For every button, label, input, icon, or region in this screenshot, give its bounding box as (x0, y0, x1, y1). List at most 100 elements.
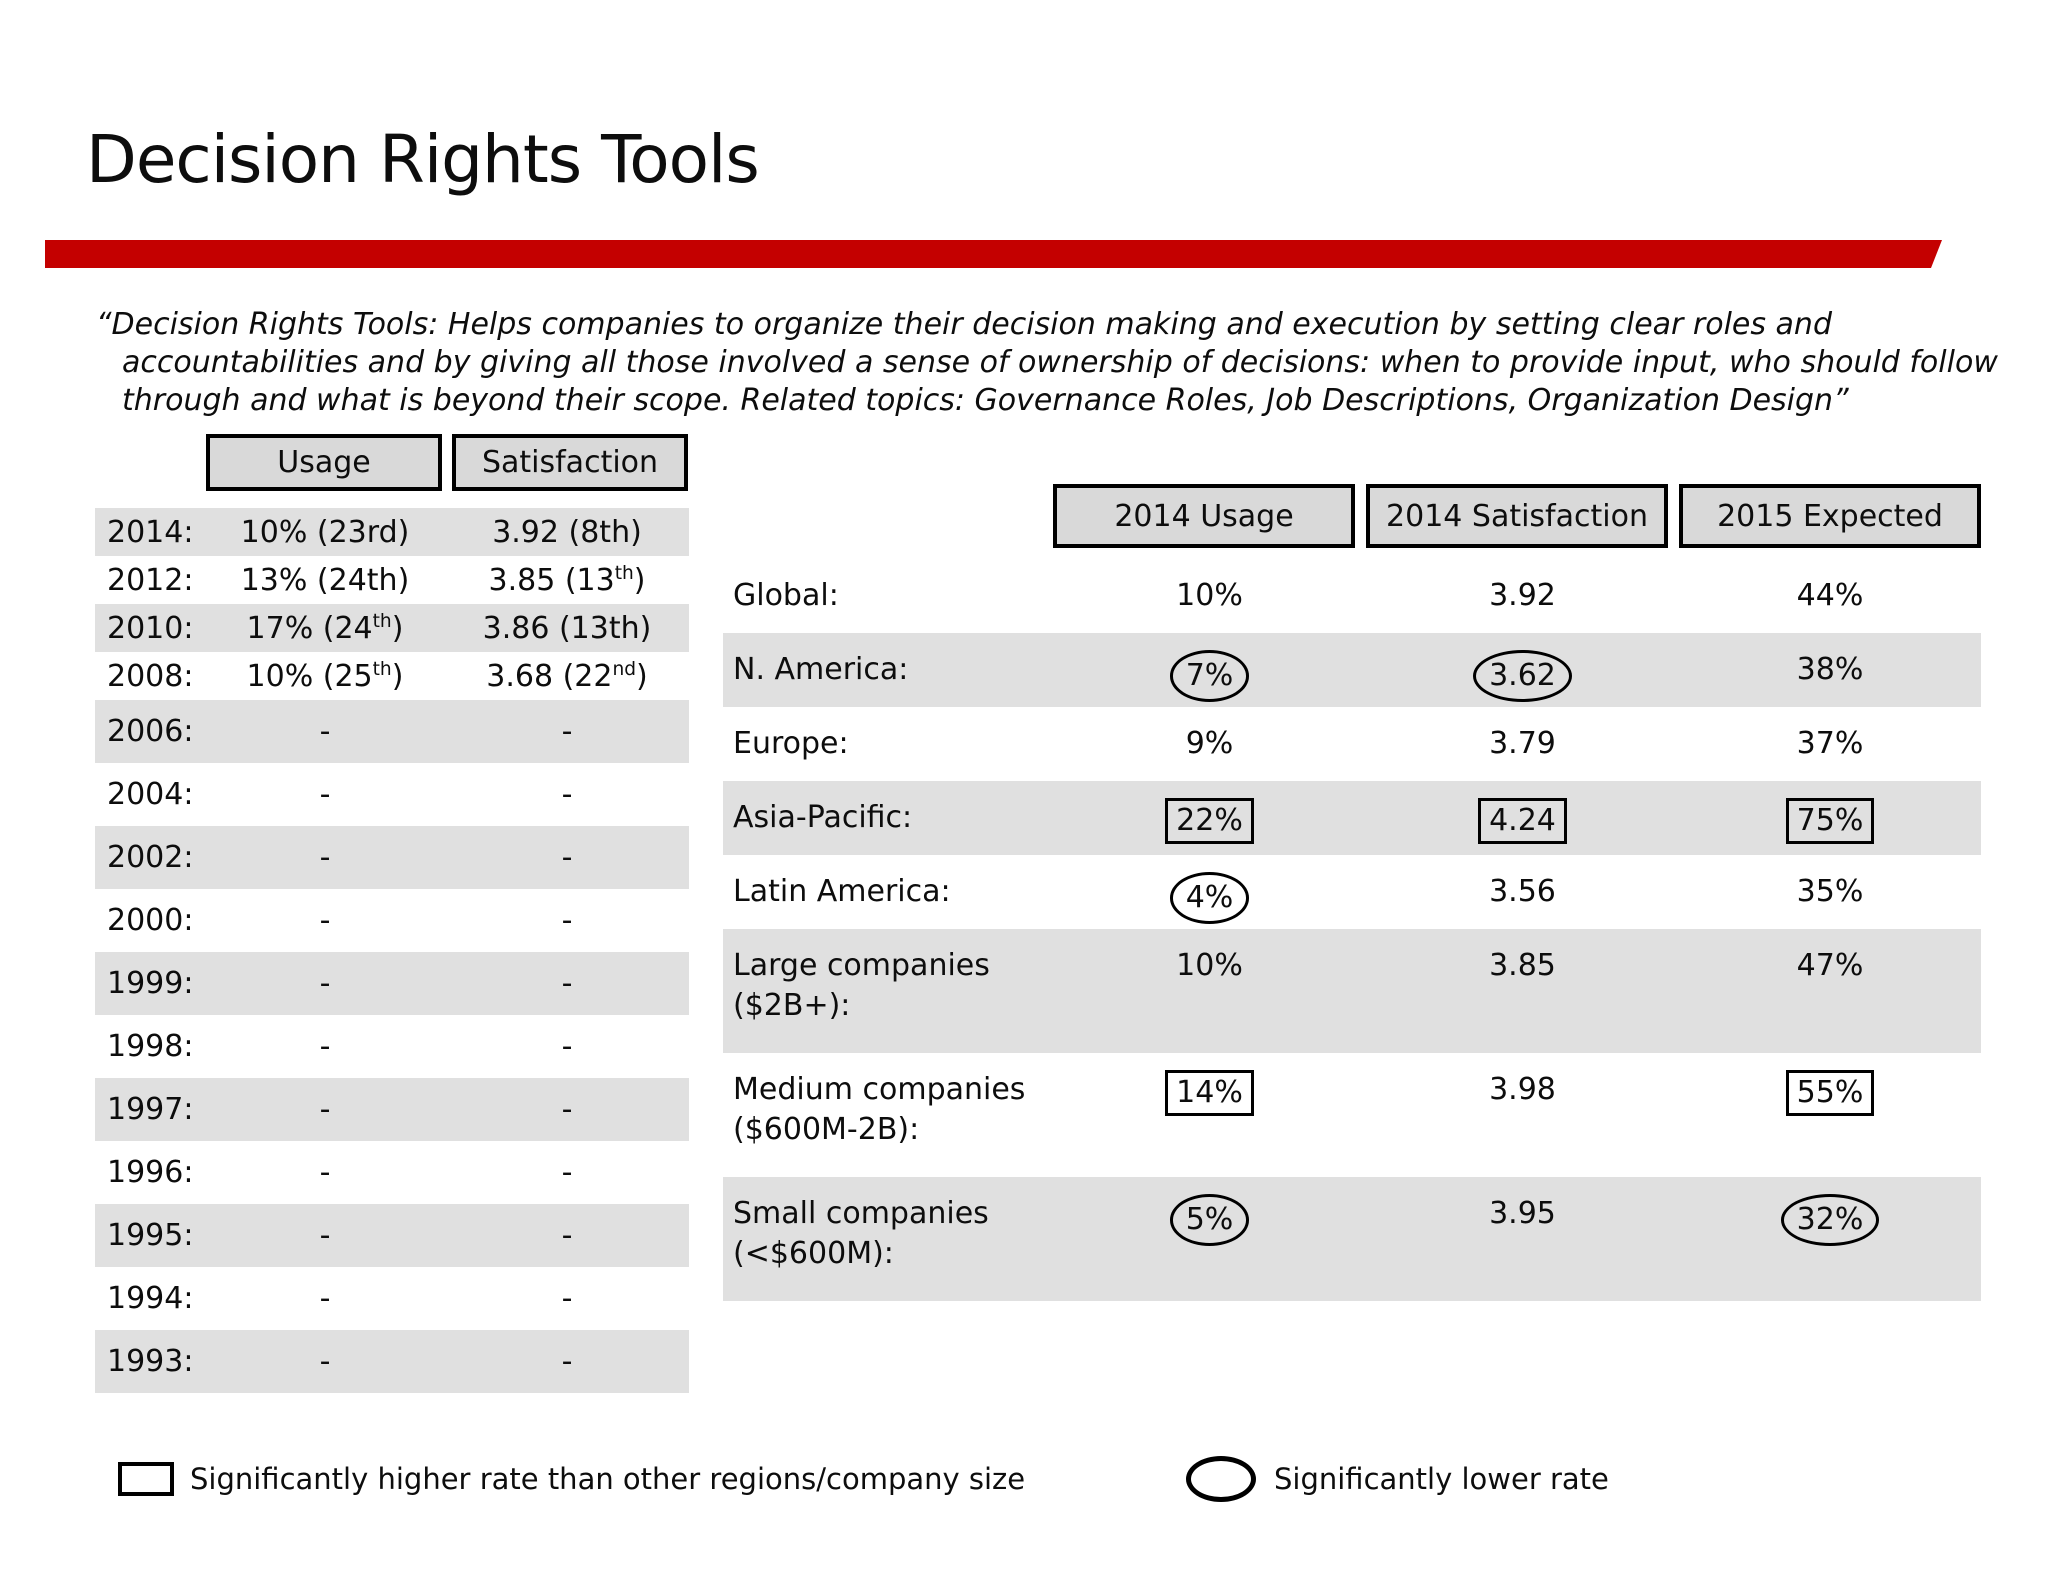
table-row: 2012: 13% (24th) 3.85 (13th) (95, 556, 689, 604)
satisfaction-value: - (561, 1218, 573, 1253)
usage-value: 17% (24th) (246, 610, 404, 646)
satisfaction-value: - (561, 840, 573, 875)
satisfaction-value: - (561, 1344, 573, 1379)
satisfaction-cell: 3.79 (1366, 724, 1679, 764)
satisfaction-value: - (561, 1281, 573, 1316)
table-row: 1994: - - (95, 1267, 689, 1330)
satisfaction-2014-column-header: 2014 Satisfaction (1366, 484, 1668, 548)
usage-value: - (319, 1218, 331, 1253)
table-row: Europe: 9% 3.79 37% (723, 707, 1981, 781)
usage-cell: 22% (1053, 798, 1366, 844)
satisfaction-cell: 3.56 (1366, 872, 1679, 912)
table-row: 2006: - - (95, 700, 689, 763)
legend-lower-rate: Significantly lower rate (1186, 1456, 1609, 1502)
satisfaction-value: - (561, 966, 573, 1001)
usage-value: - (319, 966, 331, 1001)
usage-value: - (319, 1029, 331, 1064)
value-marker: 3.95 (1489, 1196, 1556, 1231)
satisfaction-value: - (561, 777, 573, 812)
satisfaction-value: - (561, 1092, 573, 1127)
table-row: 1993: - - (95, 1330, 689, 1393)
region-label: Global: (733, 578, 839, 613)
usage-value: - (319, 1281, 331, 1316)
usage-cell: 5% (1053, 1194, 1366, 1246)
value-marker: 3.79 (1489, 726, 1556, 761)
history-table-headers: Usage Satisfaction (206, 434, 689, 491)
usage-value: - (319, 1344, 331, 1379)
table-row: Global: 10% 3.92 44% (723, 559, 1981, 633)
table-row: 2002: - - (95, 826, 689, 889)
usage-column-header: Usage (206, 434, 442, 491)
ellipse-marker-icon (1186, 1456, 1256, 1502)
value-marker: 44% (1796, 578, 1864, 613)
table-row: Medium companies ($600M-2B): 14% 3.98 55… (723, 1053, 1981, 1177)
history-table-rows: 2014: 10% (23rd) 3.92 (8th) 2012: 13% (2… (95, 508, 689, 1393)
region-label: Large companies ($2B+): (733, 948, 990, 1023)
regional-breakdown-table: 2014 Usage 2014 Satisfaction 2015 Expect… (723, 484, 1981, 1301)
table-row: 2014: 10% (23rd) 3.92 (8th) (95, 508, 689, 556)
region-label: Small companies (<$600M): (733, 1196, 989, 1271)
value-marker: 22% (1165, 798, 1254, 844)
year-label: 2000: (107, 903, 194, 938)
usage-2014-column-header: 2014 Usage (1053, 484, 1355, 548)
value-marker: 5% (1169, 1194, 1250, 1246)
table-row: Large companies ($2B+): 10% 3.85 47% (723, 929, 1981, 1053)
year-label: 1997: (107, 1092, 194, 1127)
usage-cell: 9% (1053, 724, 1366, 764)
legend-lower-label: Significantly lower rate (1274, 1462, 1609, 1496)
usage-history-table: Usage Satisfaction 2014: 10% (23rd) 3.92… (95, 434, 689, 1393)
usage-value: - (319, 1155, 331, 1190)
page-title: Decision Rights Tools (86, 121, 760, 199)
satisfaction-cell: 3.92 (1366, 576, 1679, 616)
satisfaction-value: - (561, 714, 573, 749)
usage-value: - (319, 777, 331, 812)
usage-value: - (319, 840, 331, 875)
value-marker: 47% (1796, 948, 1864, 983)
satisfaction-cell: 3.85 (1366, 946, 1679, 986)
satisfaction-value: 3.85 (13th) (488, 562, 646, 598)
usage-value: 10% (23rd) (240, 514, 410, 550)
year-label: 2002: (107, 840, 194, 875)
expected-cell: 75% (1679, 798, 1981, 844)
value-marker: 55% (1785, 1070, 1875, 1116)
table-row: 1996: - - (95, 1141, 689, 1204)
value-marker: 32% (1780, 1194, 1880, 1246)
value-marker: 3.56 (1489, 874, 1556, 909)
satisfaction-value: - (561, 1029, 573, 1064)
usage-value: 13% (24th) (240, 562, 410, 598)
year-label: 2008: (107, 658, 194, 694)
year-label: 1998: (107, 1029, 194, 1064)
expected-cell: 44% (1679, 576, 1981, 616)
value-marker: 10% (1176, 578, 1243, 613)
accent-divider-bar (45, 240, 1942, 268)
year-label: 1994: (107, 1281, 194, 1316)
satisfaction-value: 3.92 (8th) (492, 514, 642, 550)
value-marker: 9% (1185, 726, 1234, 761)
satisfaction-cell: 4.24 (1366, 798, 1679, 844)
value-marker: 3.85 (1489, 948, 1556, 983)
value-marker: 10% (1176, 948, 1243, 983)
usage-cell: 14% (1053, 1070, 1366, 1116)
table-row: Asia-Pacific: 22% 4.24 75% (723, 781, 1981, 855)
year-label: 2014: (107, 514, 194, 550)
legend-higher-label: Significantly higher rate than other reg… (190, 1462, 1026, 1496)
region-label: Latin America: (733, 874, 951, 909)
value-marker: 3.92 (1489, 578, 1556, 613)
value-marker: 38% (1796, 652, 1864, 687)
expected-cell: 47% (1679, 946, 1981, 986)
satisfaction-cell: 3.95 (1366, 1194, 1679, 1234)
usage-cell: 4% (1053, 872, 1366, 924)
year-label: 2012: (107, 562, 194, 598)
usage-value: 10% (25th) (246, 658, 404, 694)
satisfaction-value: - (561, 903, 573, 938)
region-label: Europe: (733, 726, 849, 761)
year-label: 1996: (107, 1155, 194, 1190)
table-row: 1997: - - (95, 1078, 689, 1141)
year-label: 2004: (107, 777, 194, 812)
usage-value: - (319, 903, 331, 938)
box-marker-icon (118, 1462, 174, 1496)
satisfaction-value: 3.68 (22nd) (486, 658, 648, 694)
satisfaction-value: - (561, 1155, 573, 1190)
table-row: Small companies (<$600M): 5% 3.95 32% (723, 1177, 1981, 1301)
